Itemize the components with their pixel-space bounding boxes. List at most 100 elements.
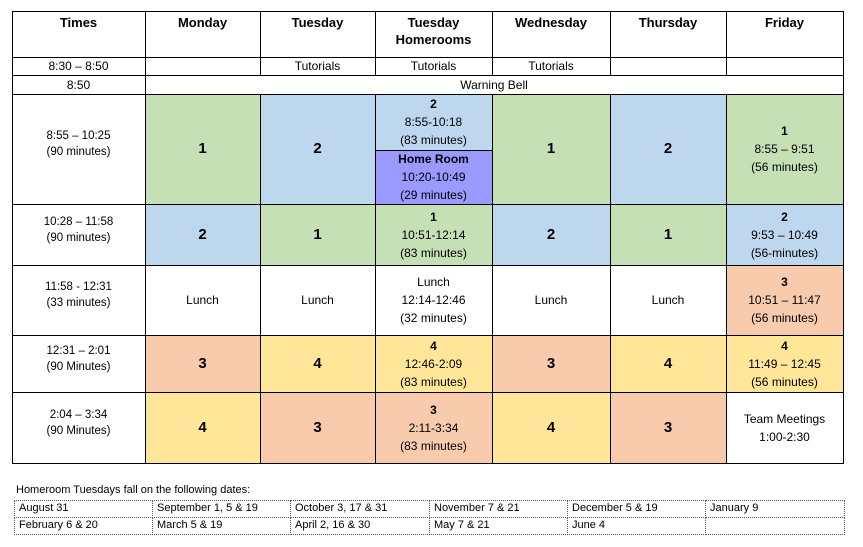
period-title: 3 [430, 402, 437, 417]
period-title: 4 [430, 338, 437, 353]
tutorials-cell: Tutorials [491, 56, 611, 76]
tutorials-cell [609, 56, 727, 76]
period-number: 2 [663, 140, 673, 157]
period-cell: 4 11:49 – 12:45 (56 minutes) [725, 334, 844, 393]
header-label: Times [59, 14, 98, 30]
warning-bell-label: Warning Bell [460, 77, 528, 92]
period-cell: 3 [609, 391, 727, 464]
homeroom-date-cell: April 2, 16 & 30 [290, 517, 430, 535]
period-cell: 2 [491, 203, 611, 266]
homeroom-date-cell: December 5 & 19 [567, 500, 706, 518]
header-thursday: Thursday [609, 10, 727, 58]
header-label: Wednesday [514, 14, 587, 30]
time-cell: 8:55 – 10:25 (90 minutes) [11, 93, 146, 205]
lunch-cell: Lunch [609, 264, 727, 336]
period-detail: 10:51-12:14 [401, 227, 466, 242]
period-cell: 3 10:51 – 11:47 (56 minutes) [725, 264, 844, 336]
period-detail: 1:00-2:30 [759, 429, 810, 444]
period-cell: 4 [609, 334, 727, 393]
period-title: 1 [781, 124, 788, 138]
period-cell: 3 [491, 334, 611, 393]
period-cell: 1 10:51-12:14 (83 minutes) [374, 203, 493, 266]
period-detail: 10:51 – 11:47 [748, 293, 821, 307]
tutorials-cell: Tutorials [374, 56, 493, 76]
period-cell: 1 [259, 203, 376, 266]
period-number: 1 [546, 140, 556, 157]
lunch-cell: Lunch [144, 264, 261, 336]
homeroom-date-cell: January 9 [705, 500, 845, 518]
period-detail: (83 minutes) [400, 133, 467, 147]
period-detail: 8:55 – 9:51 [754, 142, 815, 156]
tutorials-label: Tutorials [294, 59, 341, 73]
period-detail: (83 minutes) [400, 438, 467, 453]
period-cell: 2 8:55-10:18 (83 minutes) [374, 93, 493, 151]
period-detail: 12:14-12:46 [401, 293, 466, 307]
period-detail: (83 minutes) [400, 245, 467, 260]
time-label: 10:28 – 11:58 [43, 215, 114, 228]
header-label: Tuesday [291, 14, 344, 30]
period-detail: (56 minutes) [751, 160, 818, 174]
period-detail: Lunch [301, 293, 334, 307]
header-label: Tuesday Homerooms [395, 14, 472, 47]
period-cell: 1 8:55 – 9:51 (56 minutes) [725, 93, 844, 205]
homeroom-date-cell: February 6 & 20 [14, 517, 153, 535]
homeroom-cell: Home Room 10:20-10:49 (29 minutes) [374, 149, 493, 205]
period-detail: (56-minutes) [750, 245, 819, 260]
period-title: 1 [430, 209, 437, 224]
period-cell: 4 12:46-2:09 (83 minutes) [374, 334, 493, 393]
period-detail: 10:20-10:49 [401, 170, 466, 184]
time-cell: 10:28 – 11:58 (90 minutes) [11, 203, 146, 266]
period-detail: Lunch [186, 293, 219, 307]
period-number: 4 [198, 418, 207, 436]
time-label: 8:50 [66, 77, 91, 92]
period-number: 1 [198, 140, 207, 157]
period-number: 1 [313, 225, 322, 243]
period-detail: (56 minutes) [751, 311, 818, 325]
time-label: (33 minutes) [46, 297, 111, 309]
period-cell: 2 [259, 93, 376, 205]
warning-bell-cell: Warning Bell [144, 74, 844, 95]
time-label: 12:31 – 2:01 [46, 344, 111, 357]
period-number: 4 [663, 354, 673, 372]
period-cell: 4 [144, 391, 261, 464]
period-detail: 9:53 – 10:49 [751, 227, 818, 242]
period-cell: 3 2:11-3:34 (83 minutes) [374, 391, 493, 464]
homeroom-date-cell: August 31 [14, 500, 153, 518]
period-title: Home Room [398, 152, 469, 166]
header-label: Monday [177, 14, 228, 30]
period-cell: 4 [259, 334, 376, 393]
period-detail: 2:11-3:34 [408, 420, 459, 435]
lunch-cell: Lunch [491, 264, 611, 336]
header-label: Thursday [638, 14, 698, 30]
period-detail: (56 minutes) [751, 374, 818, 389]
header-times: Times [11, 10, 146, 58]
homeroom-date-cell: October 3, 17 & 31 [290, 500, 430, 518]
lunch-cell: Lunch 12:14-12:46 (32 minutes) [374, 264, 493, 336]
period-cell: 4 [491, 391, 611, 464]
period-number: 3 [663, 418, 673, 436]
time-label: (90 minutes) [46, 146, 111, 158]
homeroom-date-cell: March 5 & 19 [152, 517, 291, 535]
time-label: (90 Minutes) [46, 424, 111, 437]
time-label: 8:55 – 10:25 [46, 130, 111, 142]
period-number: 1 [663, 225, 673, 243]
period-number: 3 [313, 418, 322, 436]
period-detail: 8:55-10:18 [404, 115, 463, 129]
time-label: 8:30 – 8:50 [48, 59, 109, 73]
time-cell: 8:50 [11, 74, 146, 95]
header-monday: Monday [144, 10, 261, 58]
homeroom-date-cell: May 7 & 21 [429, 517, 568, 535]
header-tuesday-homerooms: Tuesday Homerooms [374, 10, 493, 58]
period-number: 4 [313, 354, 322, 372]
period-cell: 3 [144, 334, 261, 393]
period-detail: (32 minutes) [400, 311, 467, 325]
tutorials-cell [725, 56, 844, 76]
period-title: 2 [781, 209, 788, 224]
team-meetings-cell: Team Meetings 1:00-2:30 [725, 391, 844, 464]
period-detail: Team Meetings [743, 411, 826, 426]
period-cell: 2 9:53 – 10:49 (56-minutes) [725, 203, 844, 266]
period-cell: 1 [144, 93, 261, 205]
period-detail: 11:49 – 12:45 [748, 356, 821, 371]
time-label: 11:58 - 12:31 [45, 281, 112, 293]
header-label: Friday [764, 14, 804, 30]
